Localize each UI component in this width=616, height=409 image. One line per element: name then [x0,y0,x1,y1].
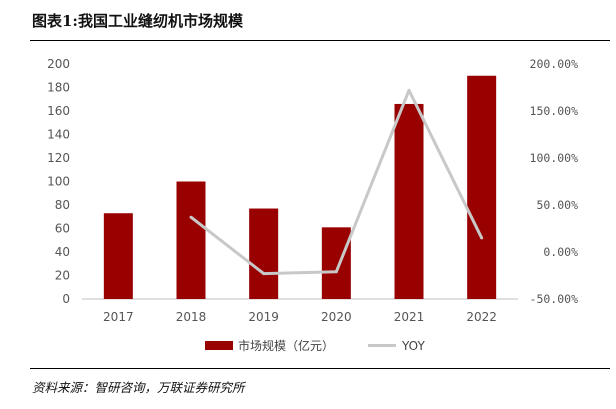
left-tick-label: 80 [55,198,70,212]
legend-label-line: YOY [401,339,425,353]
yoy-point-2022 [480,236,484,240]
left-tick-label: 0 [62,292,70,306]
left-axis: 0 20 40 60 80 100 120 140 160 180 200 [47,57,70,306]
bar-2019 [249,208,279,299]
x-tick-label: 2017 [103,310,134,324]
chart: 0 20 40 60 80 100 120 140 160 180 200 -50.00% 0.00%… [47,57,579,353]
bar-2020 [321,227,351,299]
left-tick-label: 120 [47,151,70,165]
left-tick-label: 60 [55,222,70,236]
left-tick-label: 180 [47,81,70,95]
legend: 市场规模（亿元） YOY [205,338,425,353]
bar-2021 [394,103,424,299]
bar-series [103,75,497,299]
yoy-point-2019 [262,272,266,276]
bar-2018 [176,181,206,299]
bar-2017 [103,213,133,299]
yoy-point-2021 [407,88,411,92]
source-note: 资料来源：智研咨询，万联证券研究所 [32,380,245,395]
bar-2022 [467,75,497,299]
yoy-point-2020 [334,270,338,274]
left-tick-label: 100 [47,175,70,189]
left-tick-label: 40 [55,245,70,259]
x-tick-label: 2022 [466,310,497,324]
x-tick-label: 2021 [394,310,425,324]
left-tick-label: 160 [47,104,70,118]
x-axis: 2017 2018 2019 2020 2021 2022 [103,310,497,324]
left-tick-label: 200 [47,57,70,71]
x-tick-label: 2018 [176,310,207,324]
x-tick-label: 2019 [248,310,279,324]
source-divider [30,368,610,369]
right-tick-label: 200.00% [530,57,579,71]
right-tick-label: 150.00% [530,104,579,118]
chart-title: 图表1:我国工业缝纫机市场规模 [32,12,243,30]
left-tick-label: 20 [55,269,70,283]
right-tick-label: 0.00% [543,245,578,259]
right-tick-label: 100.00% [530,151,579,165]
legend-label-bar: 市场规模（亿元） [238,338,334,353]
right-tick-label: -50.00% [530,292,579,306]
yoy-point-2018 [189,215,193,219]
title-divider [30,40,610,41]
right-axis: -50.00% 0.00% 50.00% 100.00% 150.00% 200.00% [530,57,579,306]
line-series [189,88,484,276]
x-tick-label: 2020 [321,310,352,324]
legend-swatch-bar [205,341,233,350]
left-tick-label: 140 [47,128,70,142]
right-tick-label: 50.00% [536,198,578,212]
